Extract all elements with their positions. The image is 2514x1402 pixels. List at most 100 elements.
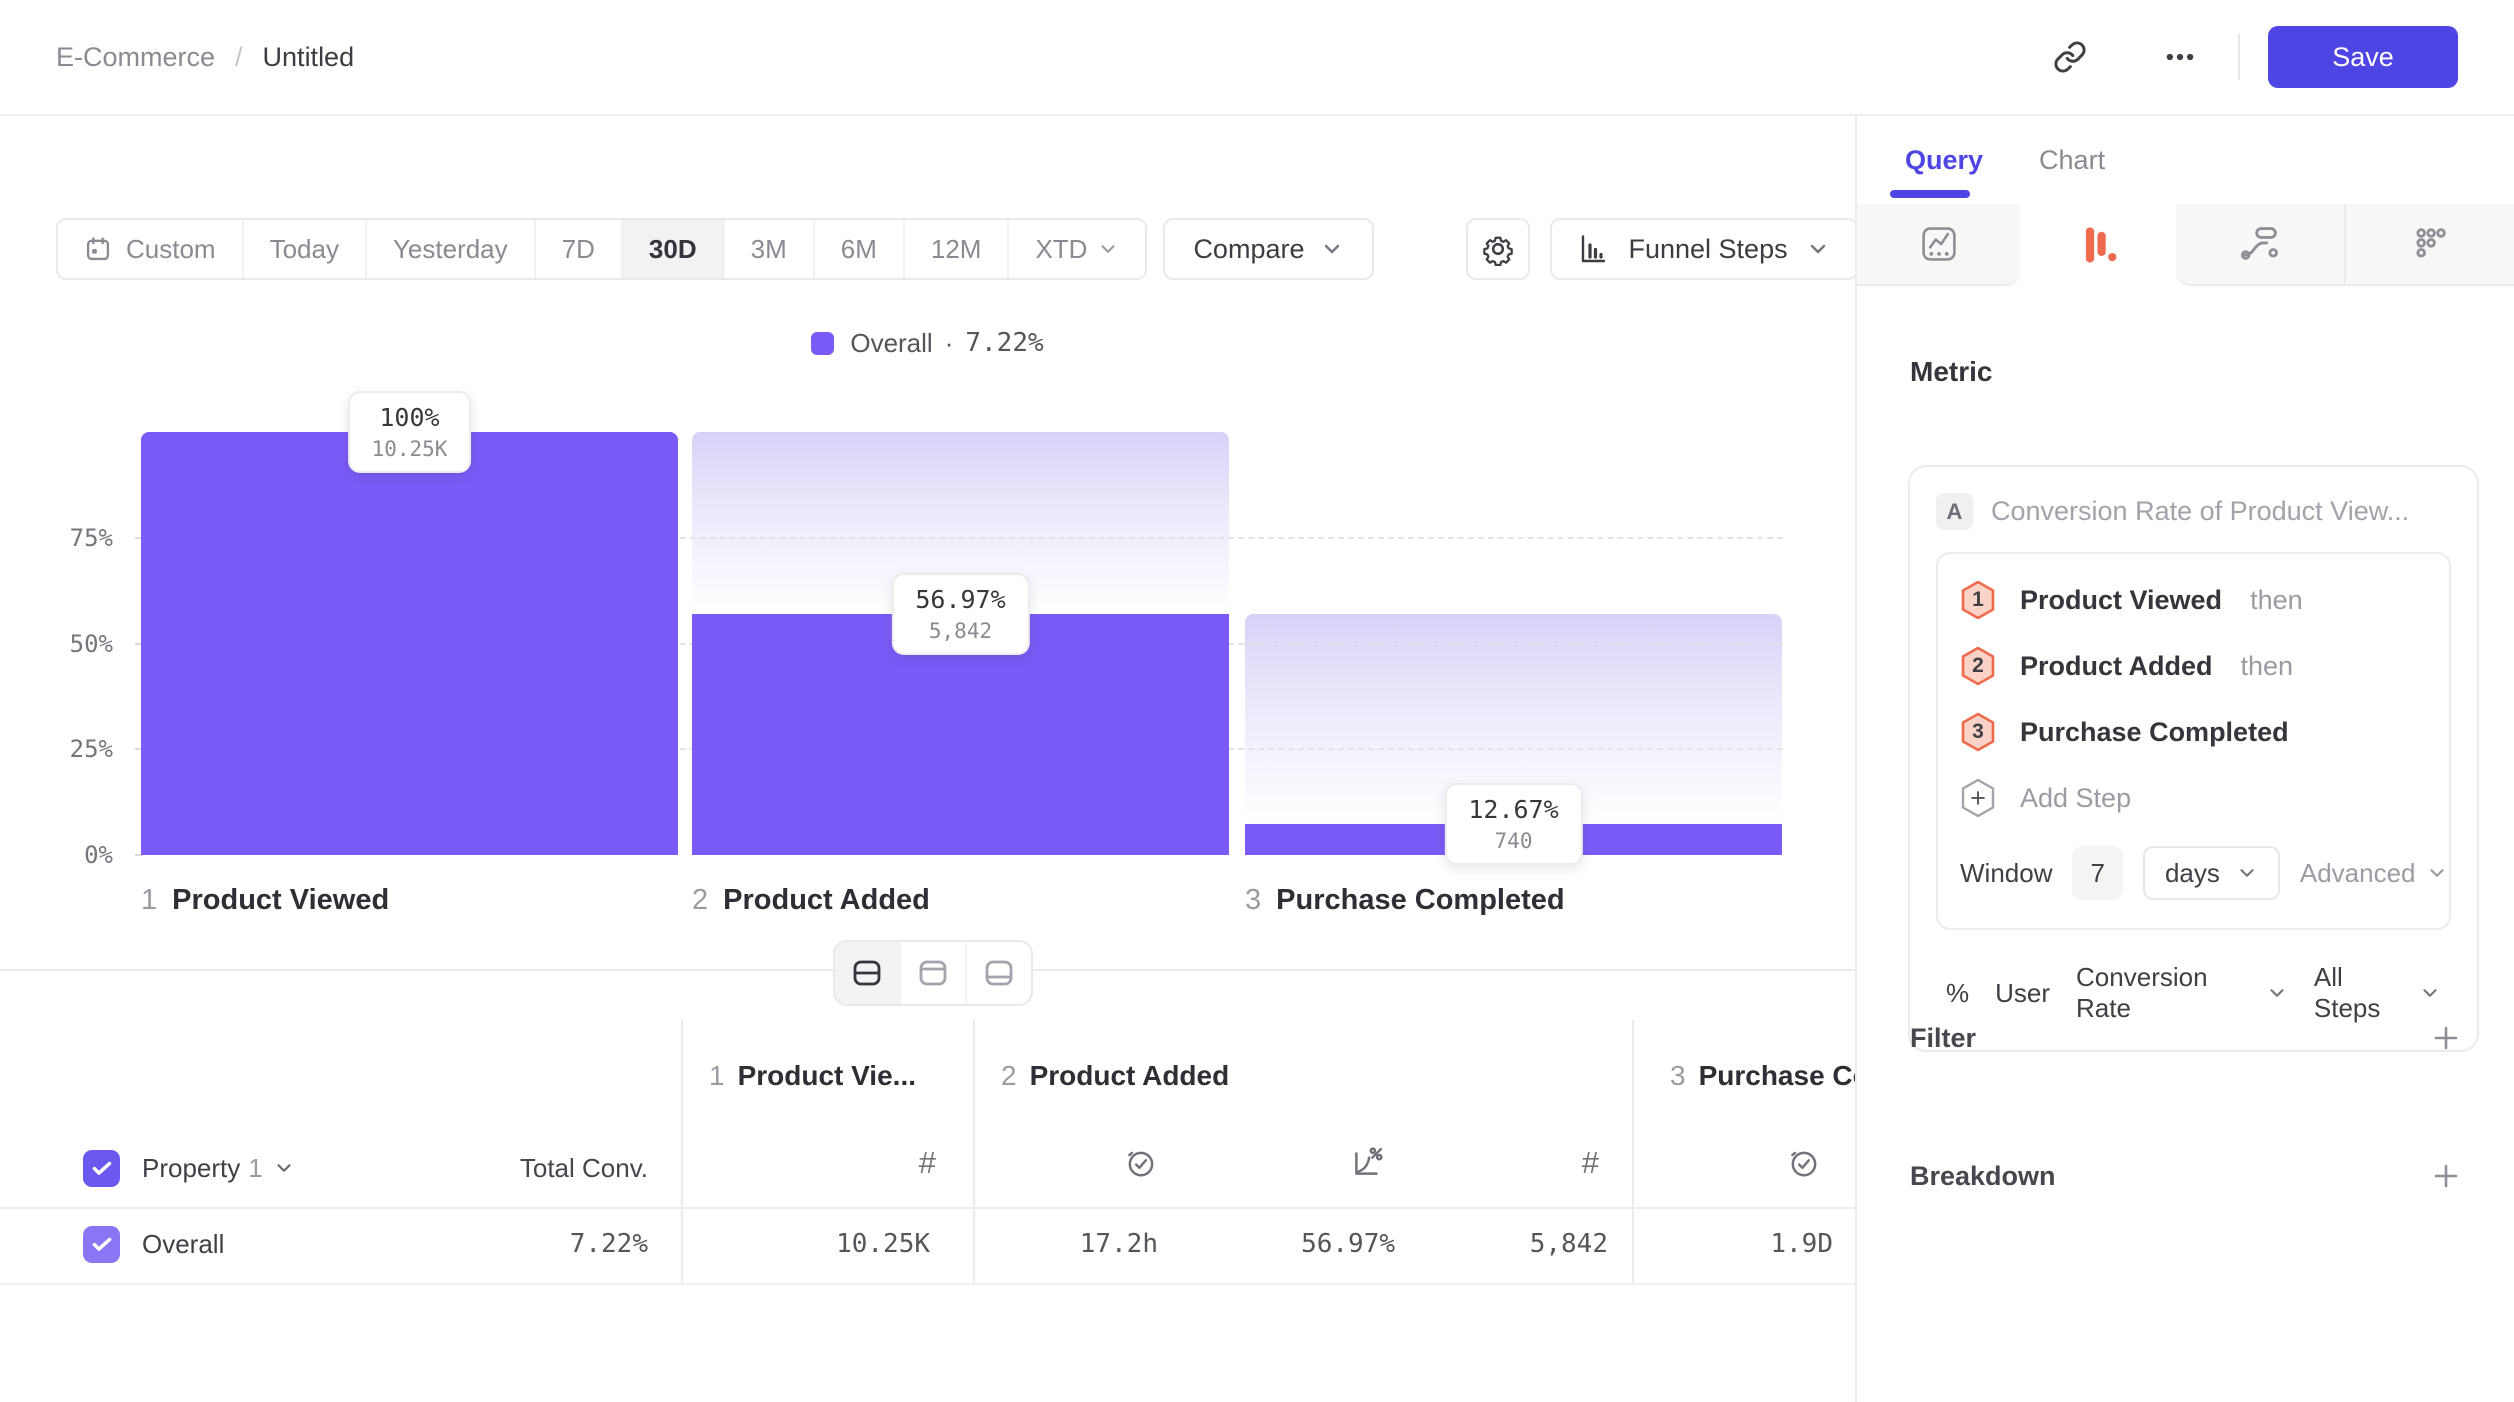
bar-percent-label: 56.97% [915,584,1006,614]
window-unit-dropdown[interactable]: days [2142,846,2280,900]
analysis-tab-retention[interactable] [2344,204,2514,286]
flows-icon [2238,222,2282,266]
funnel-bar-value-badge: 12.67% 740 [1444,783,1583,866]
chart-toolbar: Custom Today Yesterday 7D 30D 3M 6M 12M … [56,218,1855,280]
cell-total-conversion: 7.22% [569,1229,648,1259]
metric-header-count-step-2[interactable]: # [1380,1141,1599,1185]
measurement-row: % User Conversion Rate All Steps [1936,962,2451,1024]
tab-query[interactable]: Query [1905,144,1984,175]
select-all-checkbox[interactable] [83,1149,120,1187]
save-button[interactable]: Save [2268,26,2458,88]
table-only-view-button[interactable] [967,942,1031,1004]
link-icon [2053,40,2087,74]
date-range-custom[interactable]: Custom [58,220,244,278]
table-column-header-step-3[interactable]: 3 Purchase Completed [1670,1060,1855,1092]
analysis-type-tabs [1857,204,2514,286]
analysis-tab-flows[interactable] [2176,204,2344,286]
funnel-icon [2076,223,2120,267]
step-number: 1 [141,884,158,916]
y-axis-tick [135,854,143,856]
column-step-number: 2 [1001,1060,1017,1091]
date-range-selector: Custom Today Yesterday 7D 30D 3M 6M 12M … [56,218,1148,280]
step-name: Product Viewed [172,884,390,916]
step-event-name: Product Added [2020,650,2213,681]
step-event-name: Product Viewed [2020,584,2223,615]
measurement-entity: User [1995,977,2051,1008]
chart-only-view-button[interactable] [901,942,967,1004]
funnel-bar-step-1[interactable]: 100% 10.25K [141,391,678,855]
analysis-tab-insights[interactable] [1857,204,2020,286]
metric-header-conversion-step-2[interactable] [1160,1141,1384,1185]
filter-section-heading: Filter [1910,1022,1977,1053]
date-range-today[interactable]: Today [243,220,367,278]
y-axis-tick [135,748,143,751]
step-number: 3 [1972,720,1984,743]
bar-percent-label: 12.67% [1468,795,1559,825]
legend-series-value: 7.22% [965,328,1044,358]
total-conversion-column-header[interactable]: Total Conv. [519,1152,648,1183]
measurement-metric-dropdown[interactable]: Conversion Rate [2076,962,2288,1024]
date-range-30d[interactable]: 30D [622,220,725,278]
tab-chart[interactable]: Chart [2039,144,2106,175]
add-filter-button[interactable] [2430,1022,2462,1054]
date-range-yesterday[interactable]: Yesterday [366,220,536,278]
date-range-3m[interactable]: 3M [724,220,815,278]
chart-settings-button[interactable] [1466,218,1531,280]
funnel-step-3[interactable]: 3 Purchase Completed [1960,710,2427,754]
funnel-bar-step-3[interactable]: 12.67% 740 [1245,432,1782,866]
table-column-header-step-1[interactable]: 1 Product Vie... [709,1060,916,1092]
table-column-header-step-2[interactable]: 2 Product Added [1001,1060,1229,1092]
funnel-steps-card: 1 Product Viewed then 2 Product Added th… [1936,552,2451,930]
measurement-symbol: % [1946,977,1970,1008]
metric-header-avg-time-step-3[interactable] [1610,1141,1821,1185]
chevron-down-icon [273,1157,295,1179]
measurement-metric-label: Conversion Rate [2076,962,2208,1023]
funnel-bar-step-2[interactable]: 56.97% 5,842 [692,432,1229,855]
date-range-12m[interactable]: 12M [904,220,1010,278]
retention-icon [2408,222,2452,266]
series-badge: A [1936,493,1973,530]
row-series-label: Overall [142,1228,225,1259]
conversion-window-row: Window 7 days Advanced [1960,846,2444,900]
advanced-dropdown[interactable]: Advanced [2300,858,2448,889]
property-dropdown[interactable]: Property 1 [142,1153,295,1184]
property-label: Property [142,1152,241,1183]
date-range-6m[interactable]: 6M [814,220,905,278]
cell-step2-conversion: 56.97% [1301,1229,1395,1259]
split-view-button[interactable] [835,942,901,1004]
breadcrumb-project[interactable]: E-Commerce [56,41,216,72]
share-link-button[interactable] [2042,29,2098,85]
funnel-step-1[interactable]: 1 Product Viewed then [1960,578,2427,622]
breadcrumb-report-title[interactable]: Untitled [262,41,355,72]
chart-type-label: Funnel Steps [1628,233,1788,264]
add-step-button[interactable]: + Add Step [1960,776,2427,820]
metric-series-row[interactable]: A Conversion Rate of Product View... [1936,493,2451,530]
metric-header-avg-time-step-2[interactable] [930,1141,1158,1185]
chart-legend[interactable]: Overall · 7.22% [0,328,1855,359]
date-range-7d[interactable]: 7D [535,220,623,278]
window-value-input[interactable]: 7 [2072,846,2123,900]
analysis-tab-funnels[interactable] [2020,204,2176,286]
active-tab-underline [1890,190,1970,198]
breadcrumb: E-Commerce / Untitled [56,42,354,73]
top-panel-icon [917,957,949,989]
column-step-number: 3 [1670,1060,1686,1091]
cell-step1-count: 10.25K [836,1229,930,1259]
funnel-chart-icon [1578,233,1610,265]
insights-icon [1917,222,1961,266]
chart-type-button[interactable]: Funnel Steps [1550,218,1855,280]
funnel-chart-plot: 75% 50% 25% 0% 100% 10.25K 56.97% 5,842 [70,391,1783,869]
compare-button[interactable]: Compare [1163,218,1375,280]
date-range-xtd[interactable]: XTD [1009,220,1146,278]
chevron-down-icon [2426,862,2448,884]
funnel-step-2[interactable]: 2 Product Added then [1960,644,2427,688]
metric-header-count-step-1[interactable]: # [700,1141,936,1185]
measurement-scope-dropdown[interactable]: All Steps [2314,962,2441,1024]
more-options-button[interactable] [2152,29,2208,85]
funnel-bar-value-badge: 100% 10.25K [347,391,472,473]
add-breakdown-button[interactable] [2430,1160,2462,1192]
date-range-label: 7D [561,233,595,264]
gear-icon [1481,232,1515,266]
row-checkbox[interactable] [83,1225,120,1263]
